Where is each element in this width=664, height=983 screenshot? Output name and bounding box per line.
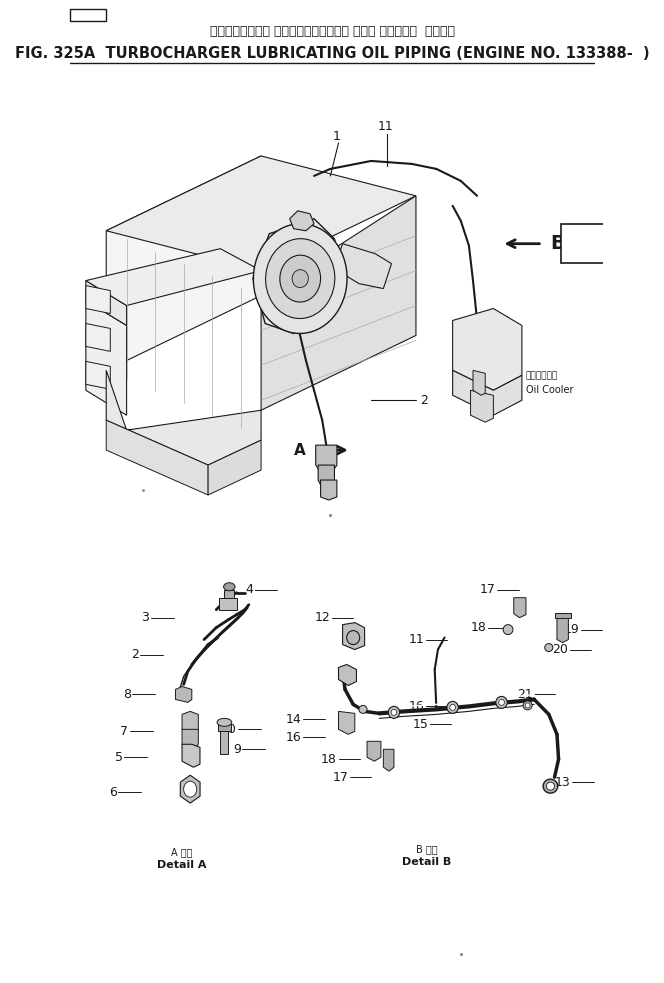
- Polygon shape: [218, 724, 231, 731]
- Ellipse shape: [388, 707, 400, 719]
- Text: 16: 16: [286, 730, 302, 744]
- Polygon shape: [175, 686, 192, 703]
- FancyBboxPatch shape: [561, 224, 607, 262]
- Polygon shape: [86, 323, 110, 351]
- Ellipse shape: [347, 631, 360, 645]
- Text: 16: 16: [408, 700, 424, 713]
- Ellipse shape: [254, 224, 347, 333]
- Polygon shape: [473, 371, 485, 395]
- Text: B 詳細: B 詳細: [416, 844, 438, 854]
- Polygon shape: [315, 445, 337, 472]
- Polygon shape: [290, 210, 314, 231]
- Polygon shape: [514, 598, 526, 617]
- Ellipse shape: [280, 256, 321, 302]
- Polygon shape: [224, 590, 234, 598]
- Text: 11: 11: [408, 633, 424, 646]
- Polygon shape: [367, 741, 381, 761]
- Ellipse shape: [292, 269, 308, 288]
- Text: 17: 17: [333, 771, 349, 783]
- Polygon shape: [86, 280, 127, 325]
- Ellipse shape: [224, 583, 235, 591]
- Text: 8: 8: [123, 688, 131, 701]
- Text: 11: 11: [378, 120, 394, 133]
- Text: 18: 18: [321, 753, 337, 766]
- Text: 17: 17: [480, 583, 496, 597]
- Text: FWD: FWD: [569, 239, 598, 249]
- Text: Oil Cooler: Oil Cooler: [526, 385, 574, 395]
- Text: FIG. 325A  TURBOCHARGER LUBRICATING OIL PIPING (ENGINE NO. 133388-  ): FIG. 325A TURBOCHARGER LUBRICATING OIL P…: [15, 46, 649, 61]
- Text: 3: 3: [141, 611, 149, 624]
- Ellipse shape: [503, 624, 513, 635]
- Polygon shape: [339, 665, 357, 685]
- Text: 5: 5: [114, 751, 123, 764]
- Text: 6: 6: [109, 785, 117, 798]
- Text: Detail B: Detail B: [402, 857, 451, 867]
- Ellipse shape: [546, 782, 554, 790]
- Text: A: A: [294, 442, 306, 458]
- Text: 2: 2: [420, 394, 428, 407]
- Polygon shape: [339, 712, 355, 734]
- Polygon shape: [86, 286, 110, 314]
- Ellipse shape: [184, 781, 197, 797]
- Ellipse shape: [496, 696, 507, 709]
- Polygon shape: [453, 309, 522, 390]
- Polygon shape: [471, 390, 493, 422]
- Ellipse shape: [266, 239, 335, 318]
- Polygon shape: [453, 371, 522, 415]
- Ellipse shape: [217, 719, 232, 726]
- Polygon shape: [557, 615, 568, 643]
- Polygon shape: [86, 301, 127, 415]
- Text: 4: 4: [245, 583, 253, 597]
- Text: オイルクーラ: オイルクーラ: [526, 371, 558, 379]
- Ellipse shape: [447, 702, 458, 714]
- Ellipse shape: [543, 780, 558, 793]
- Text: Detail A: Detail A: [157, 860, 207, 870]
- Polygon shape: [218, 598, 236, 609]
- Text: 13: 13: [555, 776, 571, 788]
- Polygon shape: [182, 744, 200, 767]
- Polygon shape: [106, 156, 261, 371]
- Text: 7: 7: [120, 724, 128, 738]
- Text: 2: 2: [131, 648, 139, 661]
- Polygon shape: [106, 420, 208, 495]
- Polygon shape: [383, 749, 394, 772]
- Ellipse shape: [544, 644, 553, 652]
- Text: 12: 12: [315, 611, 331, 624]
- Text: 19: 19: [563, 623, 579, 636]
- Ellipse shape: [525, 703, 530, 708]
- Polygon shape: [220, 729, 228, 754]
- Bar: [70, 10, 106, 22]
- Polygon shape: [554, 612, 571, 617]
- Ellipse shape: [359, 706, 367, 714]
- Polygon shape: [106, 156, 416, 270]
- Polygon shape: [335, 244, 392, 289]
- Text: 20: 20: [552, 643, 568, 656]
- Text: A 詳細: A 詳細: [171, 847, 193, 857]
- Polygon shape: [318, 465, 335, 488]
- Ellipse shape: [499, 700, 505, 706]
- Polygon shape: [182, 729, 199, 747]
- Polygon shape: [182, 712, 199, 732]
- Text: 1: 1: [333, 130, 341, 143]
- Text: 15: 15: [412, 718, 428, 730]
- Polygon shape: [321, 480, 337, 500]
- Polygon shape: [208, 440, 261, 495]
- Ellipse shape: [523, 701, 532, 710]
- Polygon shape: [261, 196, 416, 410]
- Text: 9: 9: [233, 743, 241, 756]
- Polygon shape: [106, 371, 261, 465]
- Text: 10: 10: [220, 723, 236, 736]
- Text: 18: 18: [471, 621, 487, 634]
- Ellipse shape: [450, 705, 456, 711]
- Polygon shape: [343, 622, 365, 650]
- Ellipse shape: [391, 710, 397, 716]
- Text: 21: 21: [517, 688, 533, 701]
- Polygon shape: [86, 362, 110, 389]
- Polygon shape: [253, 219, 343, 333]
- Text: B: B: [550, 234, 565, 254]
- Text: ターボチャージャ ルーブリケーティング オイル パイピング  適用号機: ターボチャージャ ルーブリケーティング オイル パイピング 適用号機: [210, 25, 454, 37]
- Text: 14: 14: [286, 713, 302, 725]
- Polygon shape: [86, 249, 261, 306]
